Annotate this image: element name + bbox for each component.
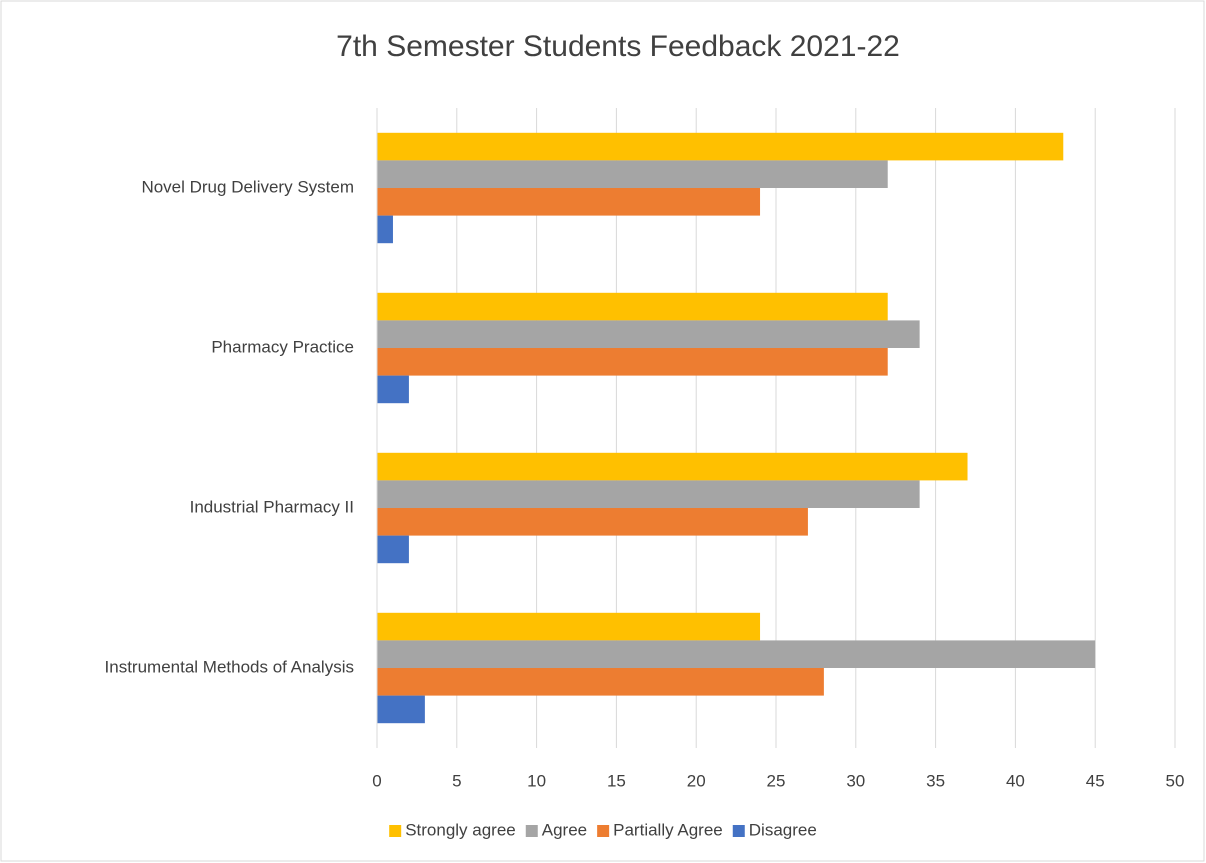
y-tick-label: Pharmacy Practice bbox=[211, 337, 354, 356]
bar bbox=[377, 132, 1064, 161]
x-tick-label: 0 bbox=[372, 771, 381, 790]
bar bbox=[377, 348, 888, 376]
x-tick-label: 15 bbox=[607, 771, 626, 790]
bar bbox=[377, 480, 920, 508]
bar bbox=[377, 508, 808, 536]
x-tick-label: 50 bbox=[1166, 771, 1185, 790]
legend-label: Partially Agree bbox=[613, 820, 723, 839]
x-tick-label: 25 bbox=[767, 771, 786, 790]
bar bbox=[377, 452, 968, 481]
x-tick-label: 10 bbox=[527, 771, 546, 790]
legend-label: Disagree bbox=[749, 820, 817, 839]
legend-label: Strongly agree bbox=[405, 820, 516, 839]
bar bbox=[377, 695, 425, 724]
x-tick-label: 40 bbox=[1006, 771, 1025, 790]
bar bbox=[377, 668, 824, 696]
bar bbox=[377, 215, 393, 244]
bar bbox=[377, 188, 761, 216]
bar bbox=[377, 640, 1096, 668]
y-tick-label: Industrial Pharmacy II bbox=[190, 497, 354, 516]
legend-swatch bbox=[525, 825, 538, 837]
legend-swatch bbox=[597, 825, 610, 837]
y-tick-label: Instrumental Methods of Analysis bbox=[105, 657, 354, 676]
chart-title: 7th Semester Students Feedback 2021-22 bbox=[336, 30, 900, 63]
x-tick-label: 35 bbox=[926, 771, 945, 790]
bar bbox=[377, 535, 409, 564]
legend-label: Agree bbox=[542, 820, 587, 839]
y-tick-label: Novel Drug Delivery System bbox=[141, 177, 354, 196]
x-tick-label: 5 bbox=[452, 771, 461, 790]
bar bbox=[377, 375, 409, 404]
bar bbox=[377, 320, 920, 348]
legend-swatch bbox=[732, 825, 745, 837]
x-tick-label: 20 bbox=[687, 771, 706, 790]
bar bbox=[377, 160, 888, 188]
x-tick-label: 45 bbox=[1086, 771, 1105, 790]
x-tick-label: 30 bbox=[846, 771, 865, 790]
legend-swatch bbox=[389, 825, 402, 837]
bar bbox=[377, 612, 761, 641]
bar bbox=[377, 292, 888, 321]
